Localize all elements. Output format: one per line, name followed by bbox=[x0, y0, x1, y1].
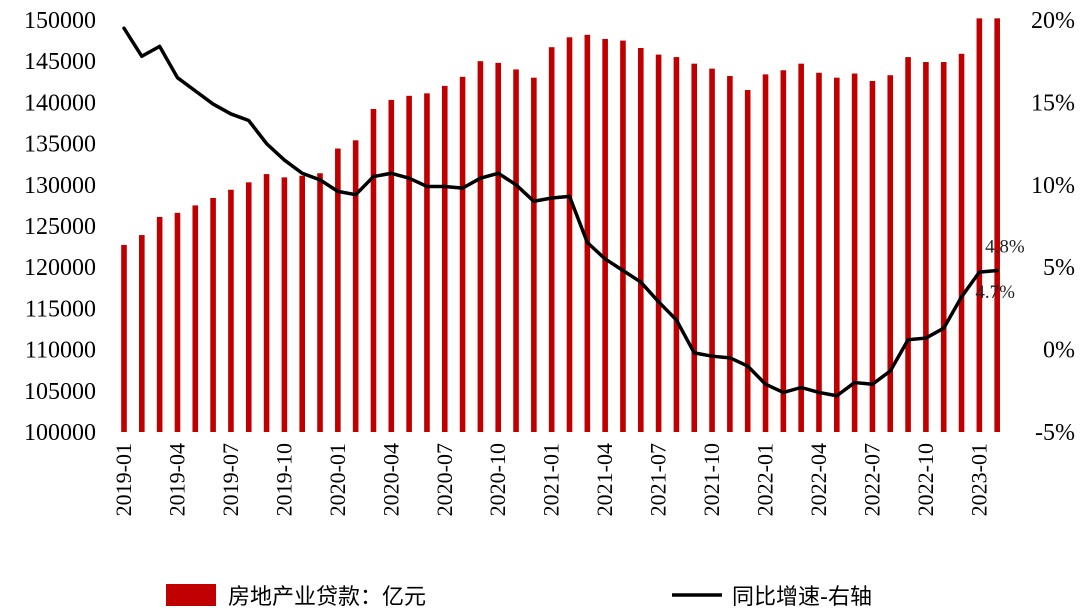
bar-2021-07 bbox=[655, 54, 662, 433]
left-axis-ticks: 100000 105000 110000 115000 120000 125000 1300… bbox=[24, 8, 96, 446]
x-tick-label: 2021-04 bbox=[592, 443, 617, 516]
bar-2019-04 bbox=[174, 212, 181, 432]
left-tick-label: 120000 bbox=[24, 255, 96, 281]
left-tick-label: 135000 bbox=[24, 132, 96, 158]
bar-2021-04 bbox=[602, 38, 608, 432]
bar-2022-01 bbox=[762, 74, 769, 432]
bar-2021-09 bbox=[691, 63, 698, 433]
bar-2021-08 bbox=[673, 57, 680, 432]
x-tick-label: 2019-07 bbox=[218, 443, 243, 516]
bar-2019-06 bbox=[210, 197, 216, 432]
bar-2020-12 bbox=[531, 77, 537, 433]
right-tick-label: 5% bbox=[1043, 255, 1075, 281]
left-tick-label: 105000 bbox=[24, 379, 96, 405]
x-tick-label: 2020-01 bbox=[325, 443, 350, 516]
legend-bar-swatch bbox=[166, 584, 216, 606]
bars-layer bbox=[121, 18, 1000, 433]
bar-2019-10 bbox=[281, 177, 288, 432]
bar-2020-02 bbox=[352, 140, 359, 433]
bar-2019-09 bbox=[263, 174, 270, 432]
bar-2021-10 bbox=[709, 68, 715, 433]
bar-2022-11 bbox=[940, 62, 947, 433]
legend: 房地产业贷款：亿元 同比增速-右轴 bbox=[166, 584, 872, 610]
bar-2020-08 bbox=[459, 76, 466, 433]
x-tick-label: 2020-10 bbox=[485, 443, 510, 516]
annotation-label: 4.8% bbox=[985, 237, 1025, 258]
bar-2019-07 bbox=[228, 189, 234, 432]
bar-2021-06 bbox=[637, 48, 644, 433]
bar-2021-03 bbox=[584, 34, 591, 432]
bar-2020-04 bbox=[388, 99, 395, 433]
right-tick-label: 0% bbox=[1043, 338, 1075, 364]
left-tick-label: 100000 bbox=[24, 420, 96, 446]
bar-2020-09 bbox=[477, 61, 484, 432]
bar-2022-10 bbox=[923, 62, 929, 433]
bar-2023-02 bbox=[994, 18, 1000, 432]
left-tick-label: 110000 bbox=[25, 338, 96, 364]
left-tick-label: 130000 bbox=[24, 173, 96, 199]
bar-2022-09 bbox=[905, 57, 911, 432]
bar-2021-12 bbox=[744, 90, 751, 432]
x-tick-label: 2021-01 bbox=[539, 443, 564, 516]
x-tick-label: 2021-10 bbox=[699, 443, 724, 516]
bar-2020-06 bbox=[424, 93, 430, 432]
bar-2020-01 bbox=[335, 148, 341, 433]
x-tick-label: 2022-10 bbox=[913, 443, 938, 516]
x-tick-label: 2021-07 bbox=[646, 443, 671, 516]
right-tick-label: -5% bbox=[1035, 420, 1075, 446]
x-axis-ticks: 2019-01 2019-04 2019-07 2019-10 2020-01 2020-… bbox=[111, 443, 991, 516]
bar-2019-11 bbox=[299, 175, 305, 433]
bar-2019-05 bbox=[192, 205, 199, 432]
annotation-label: 4.7% bbox=[975, 282, 1015, 303]
right-tick-label: 20% bbox=[1031, 8, 1075, 34]
right-tick-label: 10% bbox=[1031, 173, 1075, 199]
bar-2022-04 bbox=[816, 72, 822, 433]
x-tick-label: 2019-10 bbox=[271, 443, 296, 516]
bar-2019-02 bbox=[139, 235, 145, 432]
x-tick-label: 2022-04 bbox=[806, 443, 831, 516]
legend-bar-label: 房地产业贷款：亿元 bbox=[228, 585, 426, 610]
bar-2022-03 bbox=[798, 63, 804, 433]
x-tick-label: 2020-04 bbox=[378, 443, 403, 516]
bar-2022-12 bbox=[958, 53, 965, 432]
left-tick-label: 115000 bbox=[25, 296, 96, 322]
bar-2020-03 bbox=[370, 108, 377, 433]
bar-2019-01 bbox=[121, 244, 127, 432]
bar-2022-05 bbox=[834, 77, 840, 433]
x-tick-label: 2019-04 bbox=[164, 443, 189, 516]
bar-2022-08 bbox=[887, 75, 894, 433]
right-tick-label: 15% bbox=[1031, 90, 1075, 116]
bar-2020-11 bbox=[513, 69, 519, 432]
left-tick-label: 145000 bbox=[24, 49, 96, 75]
left-tick-label: 125000 bbox=[24, 214, 96, 240]
bar-2022-02 bbox=[780, 70, 787, 432]
bar-2021-11 bbox=[727, 76, 733, 432]
x-tick-label: 2022-07 bbox=[859, 443, 884, 516]
bar-2023-01 bbox=[976, 18, 983, 432]
bar-2020-10 bbox=[495, 62, 502, 432]
line-layer bbox=[122, 26, 999, 398]
bar-2022-07 bbox=[869, 80, 876, 432]
left-tick-label: 140000 bbox=[24, 90, 96, 116]
bar-2020-05 bbox=[406, 95, 412, 432]
left-tick-label: 150000 bbox=[24, 8, 96, 34]
x-tick-label: 2020-07 bbox=[432, 443, 457, 516]
bar-2020-07 bbox=[441, 85, 448, 433]
legend-line-label: 同比增速-右轴 bbox=[732, 585, 872, 610]
bar-2022-06 bbox=[851, 73, 858, 432]
bar-2019-12 bbox=[317, 173, 323, 432]
right-axis-ticks: -5% 0% 5% 10% 15% 20% bbox=[1031, 8, 1075, 446]
bar-2021-02 bbox=[566, 37, 573, 433]
x-tick-label: 2022-01 bbox=[753, 443, 778, 516]
bar-2021-01 bbox=[548, 47, 555, 432]
x-tick-label: 2023-01 bbox=[966, 443, 991, 516]
yoy-growth-line bbox=[122, 26, 999, 398]
bar-2019-03 bbox=[156, 216, 163, 432]
bar-2021-05 bbox=[620, 40, 626, 432]
annotations: 4.8% 4.7% bbox=[975, 237, 1025, 304]
x-tick-label: 2019-01 bbox=[111, 443, 136, 516]
bar-2019-08 bbox=[245, 182, 252, 432]
